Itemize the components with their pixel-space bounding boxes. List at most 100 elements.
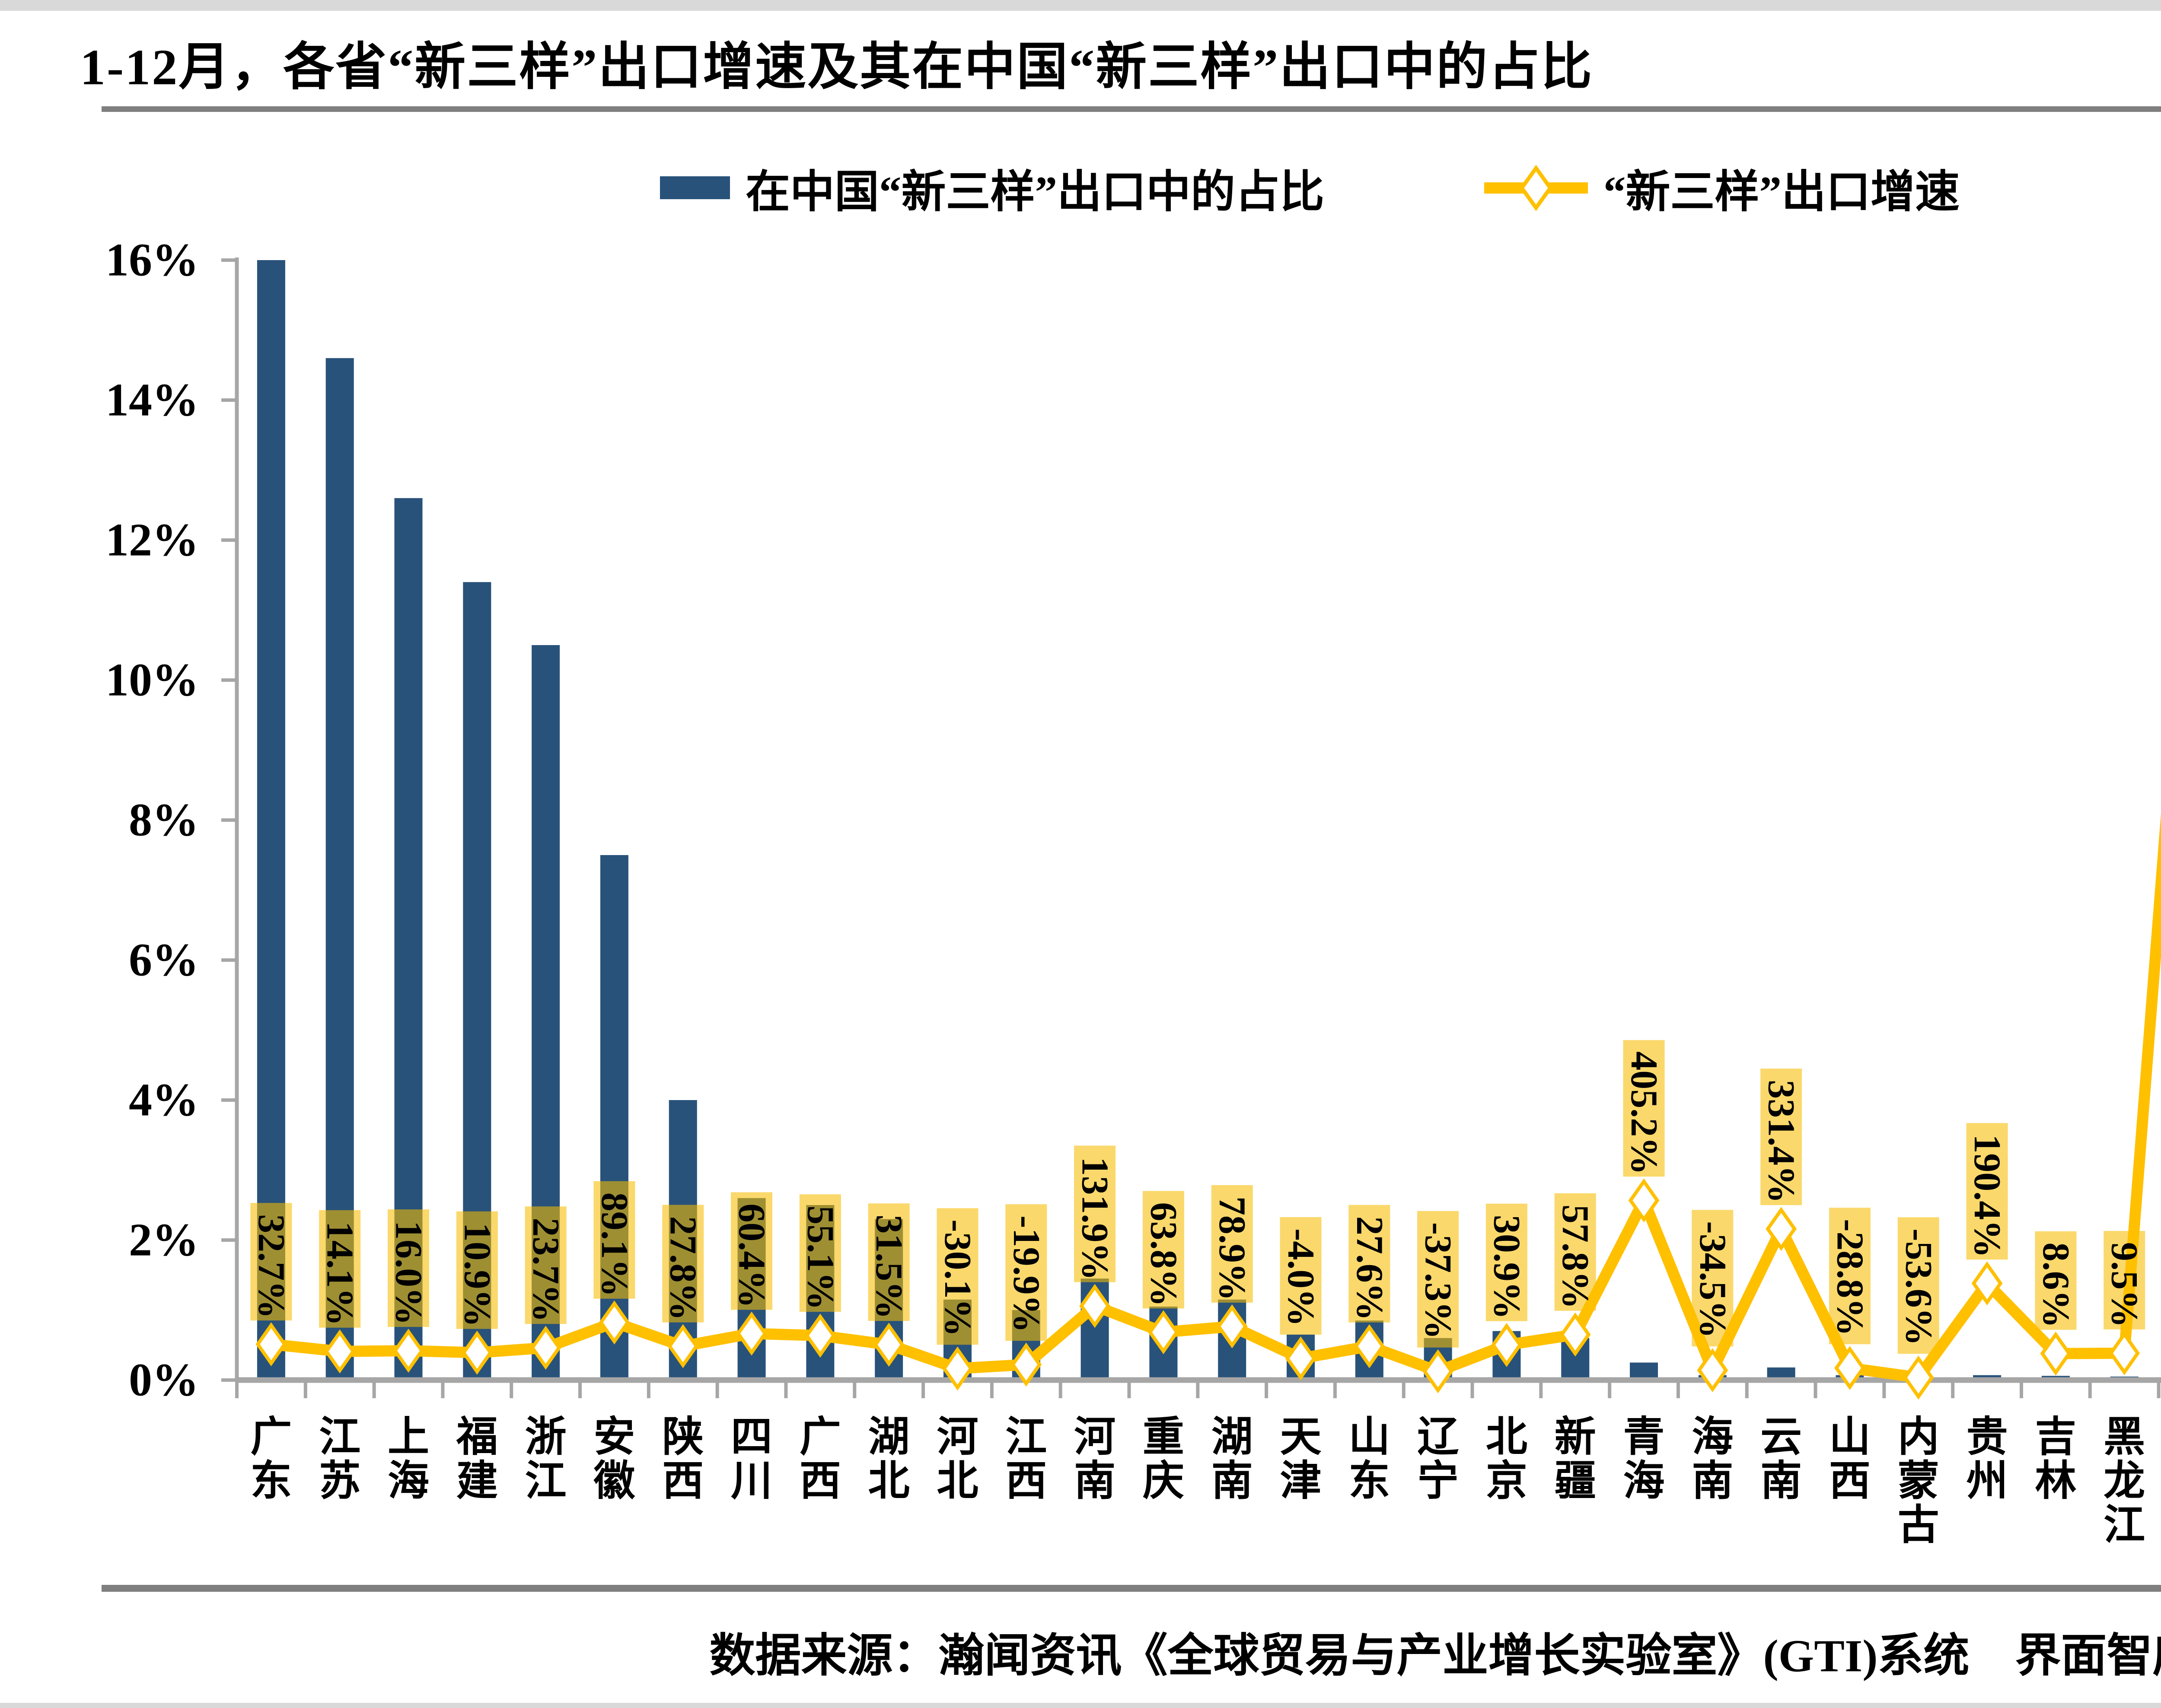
x-axis-label-新疆: 新疆 — [1555, 1414, 1596, 1504]
data-label-box-贵州 — [1966, 1123, 2008, 1260]
chart-title: 1-12月，各省“新三样”出口增速及其在中国“新三样”出口中的占比 — [80, 39, 1594, 95]
growth-diamond-四川 — [736, 1311, 767, 1356]
data-label-box-云南 — [1760, 1069, 1802, 1205]
growth-diamond-山西 — [1834, 1346, 1865, 1390]
data-label-内蒙古: -53.6% — [1897, 1228, 1939, 1345]
x-axis-label-贵州: 贵州 — [1967, 1414, 2008, 1504]
growth-diamond-河南 — [1079, 1284, 1110, 1328]
growth-diamond-新疆 — [1559, 1312, 1591, 1357]
data-label-陕西: 27.8% — [662, 1216, 704, 1321]
x-axis-label-天津: 天津 — [1280, 1414, 1322, 1504]
data-label-box-江西 — [1005, 1204, 1047, 1341]
growth-diamond-江苏 — [324, 1329, 356, 1374]
data-label-box-湖南 — [1211, 1185, 1253, 1303]
data-label-box-吉林 — [2035, 1231, 2077, 1330]
data-label-box-天津 — [1280, 1217, 1322, 1335]
growth-diamond-贵州 — [1971, 1261, 2003, 1306]
growth-diamond-天津 — [1285, 1336, 1316, 1380]
data-label-box-广西 — [799, 1194, 841, 1312]
x-axis-label-海南: 海南 — [1692, 1414, 1733, 1504]
x-axis-label-江苏: 江苏 — [319, 1414, 360, 1504]
data-label-湖南: 78.9% — [1211, 1196, 1253, 1301]
x-axis-label-江西: 江西 — [1005, 1414, 1047, 1504]
y-axis-left-label: 0% — [129, 1355, 199, 1406]
data-label-辽宁: -37.3% — [1417, 1222, 1459, 1339]
data-label-河北: -30.1% — [937, 1219, 979, 1336]
x-axis-label-湖北: 湖北 — [868, 1414, 910, 1504]
x-axis-label-广西: 广西 — [800, 1414, 841, 1504]
data-label-江苏: 14.1% — [319, 1221, 361, 1326]
data-label-云南: 331.4% — [1760, 1080, 1802, 1203]
growth-diamond-江西 — [1010, 1342, 1042, 1387]
bar-swatch-icon — [660, 176, 730, 199]
growth-diamond-安徽 — [599, 1300, 630, 1345]
bar-广东 — [257, 260, 285, 1380]
bar-青海 — [1630, 1362, 1658, 1380]
x-axis-label-黑龙江: 黑龙江 — [2104, 1414, 2145, 1548]
data-label-山西: -28.8% — [1829, 1219, 1871, 1336]
x-axis-label-重庆: 重庆 — [1143, 1414, 1184, 1504]
data-label-湖北: 31.5% — [868, 1215, 910, 1319]
x-axis-label-上海: 上海 — [388, 1414, 429, 1504]
data-label-box-青海 — [1623, 1040, 1665, 1177]
legend-label-growth: “新三样”出口增速 — [1603, 168, 1960, 217]
data-label-重庆: 63.8% — [1142, 1202, 1184, 1307]
legend-item-growth: “新三样”出口增速 — [1484, 156, 1960, 220]
data-label-海南: -34.5% — [1692, 1221, 1734, 1338]
window-top-strip — [0, 0, 2161, 11]
data-label-box-山西 — [1829, 1208, 1871, 1345]
x-axis-label-陕西: 陕西 — [662, 1414, 704, 1504]
data-label-北京: 30.9% — [1485, 1215, 1527, 1320]
data-label-box-四川 — [731, 1192, 773, 1310]
growth-diamond-广西 — [804, 1314, 836, 1358]
data-label-box-河南 — [1074, 1145, 1116, 1282]
x-axis-label-河南: 河南 — [1074, 1414, 1116, 1504]
growth-diamond-陕西 — [667, 1324, 699, 1368]
data-label-box-陕西 — [662, 1205, 704, 1323]
source-note: 数据来源：瀚闻资讯《全球贸易与产业增长实验室》(GTI)系统 界面智库整理 — [709, 1631, 2161, 1681]
growth-diamond-湖南 — [1216, 1304, 1248, 1349]
data-label-上海: 16.0% — [388, 1221, 430, 1325]
x-axis-label-河北: 河北 — [937, 1414, 978, 1504]
data-label-box-安徽 — [593, 1181, 635, 1299]
legend: 在中国“新三样”出口中的占比 “新三样”出口增速 — [0, 156, 2161, 220]
data-label-box-浙江 — [525, 1206, 567, 1324]
data-label-贵州: 190.4% — [1966, 1134, 2008, 1258]
data-label-box-辽宁 — [1417, 1211, 1459, 1348]
x-axis-label-福建: 福建 — [456, 1414, 498, 1504]
y-axis-left-label: 14% — [105, 375, 199, 426]
growth-diamond-山东 — [1354, 1324, 1385, 1368]
data-label-广东: 32.7% — [250, 1214, 292, 1319]
y-axis-left-label: 10% — [105, 655, 199, 706]
growth-diamond-青海 — [1628, 1178, 1660, 1223]
legend-label-share: 在中国“新三样”出口中的占比 — [746, 168, 1324, 217]
data-label-box-重庆 — [1142, 1191, 1184, 1309]
data-label-广西: 55.1% — [799, 1205, 841, 1310]
bar-江苏 — [325, 358, 354, 1380]
y-axis-left-label: 4% — [129, 1075, 199, 1126]
data-label-河南: 131.9% — [1074, 1157, 1116, 1280]
x-axis-label-青海: 青海 — [1623, 1414, 1665, 1504]
x-axis-label-北京: 北京 — [1486, 1414, 1527, 1504]
data-label-新疆: 57.8% — [1554, 1205, 1596, 1309]
footer-divider — [102, 1585, 2161, 1592]
data-label-box-福建 — [456, 1211, 498, 1329]
growth-diamond-辽宁 — [1422, 1349, 1454, 1393]
data-label-box-河北 — [937, 1208, 979, 1345]
growth-diamond-河北 — [942, 1346, 973, 1391]
data-label-box-上海 — [388, 1209, 430, 1327]
window-bottom-strip — [0, 1703, 2161, 1708]
legend-item-share: 在中国“新三样”出口中的占比 — [660, 156, 1324, 220]
data-label-吉林: 8.6% — [2035, 1243, 2077, 1328]
growth-diamond-福建 — [461, 1330, 493, 1375]
growth-diamond-海南 — [1697, 1348, 1728, 1393]
data-label-box-江苏 — [319, 1210, 361, 1328]
data-label-黑龙江: 9.5% — [2104, 1242, 2145, 1328]
data-label-box-内蒙古 — [1897, 1217, 1939, 1354]
data-label-江西: -19.9% — [1005, 1215, 1047, 1333]
x-axis-label-山东: 山东 — [1348, 1414, 1390, 1504]
growth-diamond-湖北 — [873, 1323, 905, 1367]
x-axis-label-辽宁: 辽宁 — [1417, 1414, 1459, 1504]
growth-diamond-浙江 — [530, 1326, 561, 1370]
